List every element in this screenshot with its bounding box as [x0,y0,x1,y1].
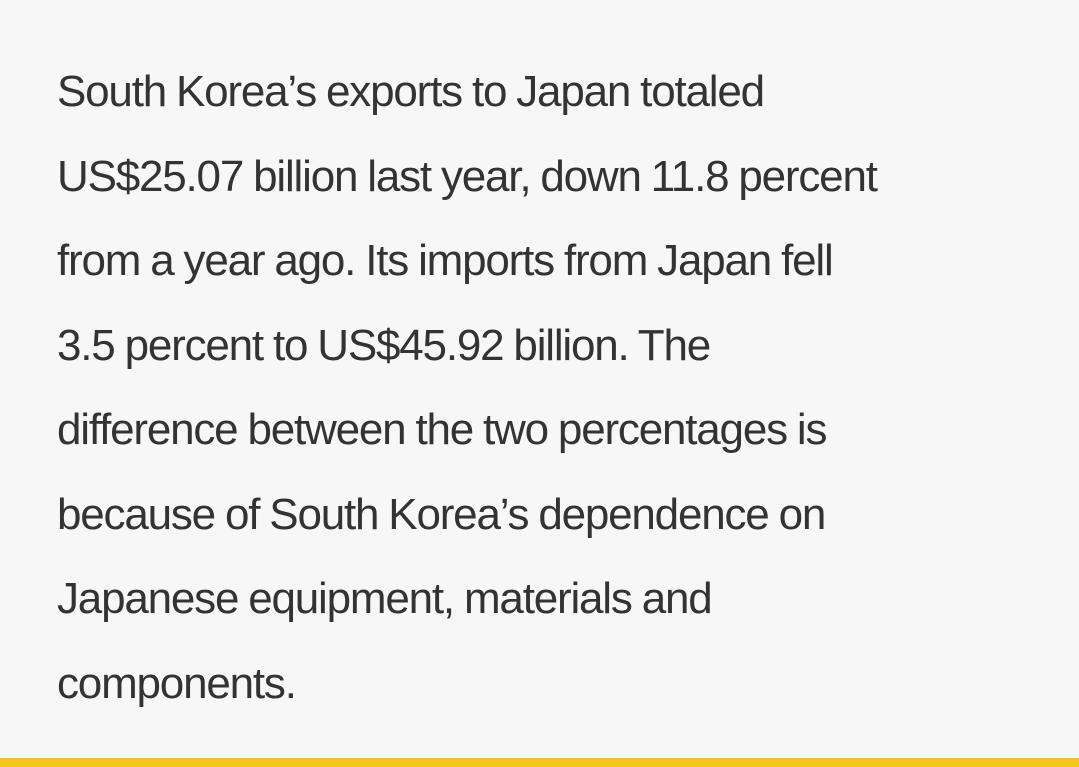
accent-divider [0,758,1079,767]
paragraph-line: from a year ago. Its imports from Japan … [57,236,834,285]
paragraph-line: Japanese equipment, materials and [57,574,713,623]
paragraph-line: because of South Korea’s dependence on [57,489,826,539]
paragraph-line: components. [57,658,297,708]
paragraph-line: US$25.07 billion last year, down 11.8 pe… [57,151,878,201]
article-paragraph: South Korea’s exports to Japan totaled U… [57,50,1057,726]
paragraph-line: difference between the two percentages i… [57,405,827,454]
paragraph-line: South Korea’s exports to Japan totaled [57,67,765,116]
paragraph-line: 3.5 percent to US$45.92 billion. The [57,320,711,370]
